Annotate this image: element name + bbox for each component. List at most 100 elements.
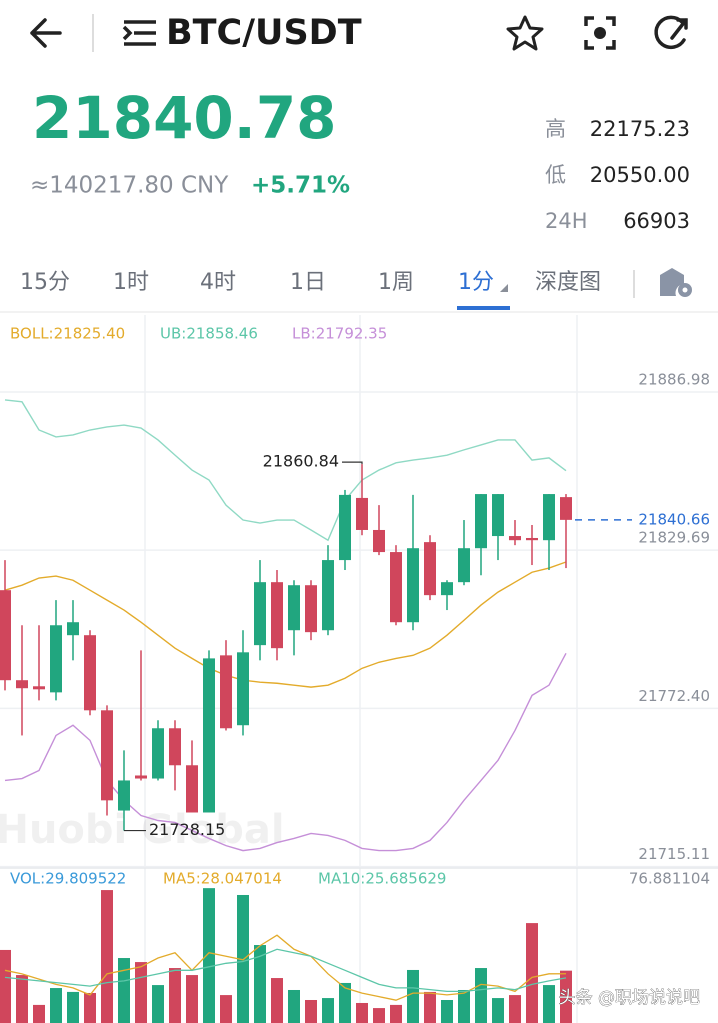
y-tick-label: 21772.40 <box>638 687 710 705</box>
menu-icon[interactable] <box>122 20 156 46</box>
candle-body <box>33 686 45 690</box>
boll-line <box>4 561 567 688</box>
volume-bar <box>475 968 487 1023</box>
settings-icon[interactable] <box>660 268 692 297</box>
volume-bar <box>220 995 232 1023</box>
candle-body <box>50 625 62 693</box>
volume-bar <box>152 985 164 1023</box>
candle-body <box>237 652 249 726</box>
symbol[interactable]: BTC/USDT <box>166 13 362 53</box>
stat-label: 24H <box>545 209 588 233</box>
volume-bar <box>186 975 198 1023</box>
volume-bar <box>288 989 300 1023</box>
candle-body <box>407 548 419 623</box>
back-button[interactable] <box>30 18 62 48</box>
candle-body <box>373 529 385 553</box>
tab[interactable]: 1时 <box>113 270 149 295</box>
volume-bar <box>458 989 470 1023</box>
volume-bar <box>492 998 504 1023</box>
stat-value: 66903 <box>623 209 690 233</box>
max-label: 21860.84 <box>263 452 339 471</box>
candle-body <box>220 655 232 729</box>
volume-bar <box>16 975 28 1023</box>
candle-body <box>339 494 351 561</box>
volume-bar <box>271 978 283 1023</box>
cny-price: ≈140217.80 CNY <box>30 173 229 199</box>
volume-bar <box>441 999 453 1023</box>
volume-bar <box>339 982 351 1023</box>
candle-body <box>135 775 147 779</box>
boll-line <box>4 652 567 852</box>
candle-body <box>356 497 368 530</box>
candle-body <box>390 552 402 623</box>
y-tick-label: 21715.11 <box>638 845 710 863</box>
candle-body <box>0 590 11 681</box>
volume-bar <box>390 1004 402 1023</box>
volume-ma-line <box>4 948 567 993</box>
boll-line <box>4 399 567 542</box>
candle-body <box>509 536 521 541</box>
tab[interactable]: 1日 <box>290 270 326 295</box>
volume-bar <box>203 888 215 1023</box>
volume-bar <box>543 985 555 1023</box>
volume-bar <box>424 991 436 1023</box>
max-pointer <box>342 461 363 465</box>
volume-bar <box>0 949 11 1023</box>
volume-bar <box>526 923 538 1023</box>
candle-body <box>288 585 300 631</box>
volume-bar <box>33 1004 45 1023</box>
volume-bar <box>560 970 572 1023</box>
tab[interactable]: 1周 <box>378 270 414 295</box>
volume-bar <box>101 890 113 1023</box>
volume-bar <box>118 958 130 1023</box>
candle-body <box>322 560 334 631</box>
tab[interactable]: 4时 <box>200 270 236 295</box>
candle-body <box>458 548 470 583</box>
candle-body <box>305 585 317 633</box>
volume-bar <box>169 968 181 1023</box>
volume-bar <box>305 999 317 1023</box>
refresh-icon[interactable] <box>654 15 688 50</box>
volume-tick-label: 76.881104 <box>629 870 710 888</box>
favorite-icon[interactable] <box>506 15 544 51</box>
candle-body <box>475 494 487 549</box>
stat-label: 高 <box>545 117 566 141</box>
stat-label: 低 <box>545 163 566 187</box>
stat-value: 20550.00 <box>590 163 690 187</box>
candle-body <box>271 582 283 649</box>
volume-bar <box>84 992 96 1023</box>
volume-bar <box>254 945 266 1023</box>
price-line-label: 21840.66 <box>638 510 710 528</box>
volume-bar <box>67 991 79 1023</box>
tab[interactable]: 1分 <box>458 270 494 295</box>
candle-body <box>67 622 79 636</box>
candle-body <box>543 494 555 541</box>
candle-body <box>152 728 164 779</box>
stat-value: 22175.23 <box>590 117 690 141</box>
tab[interactable]: 深度图 <box>535 270 601 295</box>
min-label: 21728.15 <box>149 820 225 839</box>
candle-body <box>101 710 113 801</box>
dropdown-arrow <box>500 284 508 292</box>
candle-body <box>441 582 453 596</box>
indicator-label: BOLL:21825.40 <box>10 325 125 343</box>
candle-body <box>16 680 28 689</box>
volume-bar <box>509 995 521 1023</box>
footer-watermark: 头条 @职场说说吧 <box>559 988 700 1008</box>
indicator-label: LB:21792.35 <box>292 325 387 343</box>
scan-icon[interactable] <box>584 16 616 50</box>
candle-body <box>186 765 198 813</box>
indicator-label: UB:21858.46 <box>160 325 258 343</box>
candle-body <box>84 635 96 711</box>
candle-body <box>254 582 266 646</box>
candle-body <box>424 542 436 596</box>
y-tick-label: 21829.69 <box>638 529 710 547</box>
y-tick-label: 21886.98 <box>638 370 710 388</box>
volume-label: VOL:29.809522 <box>10 870 126 888</box>
volume-bar <box>356 1002 368 1023</box>
candle-body <box>560 497 572 520</box>
volume-bar <box>50 988 62 1023</box>
volume-bar <box>322 998 334 1023</box>
tab[interactable]: 15分 <box>20 270 70 295</box>
